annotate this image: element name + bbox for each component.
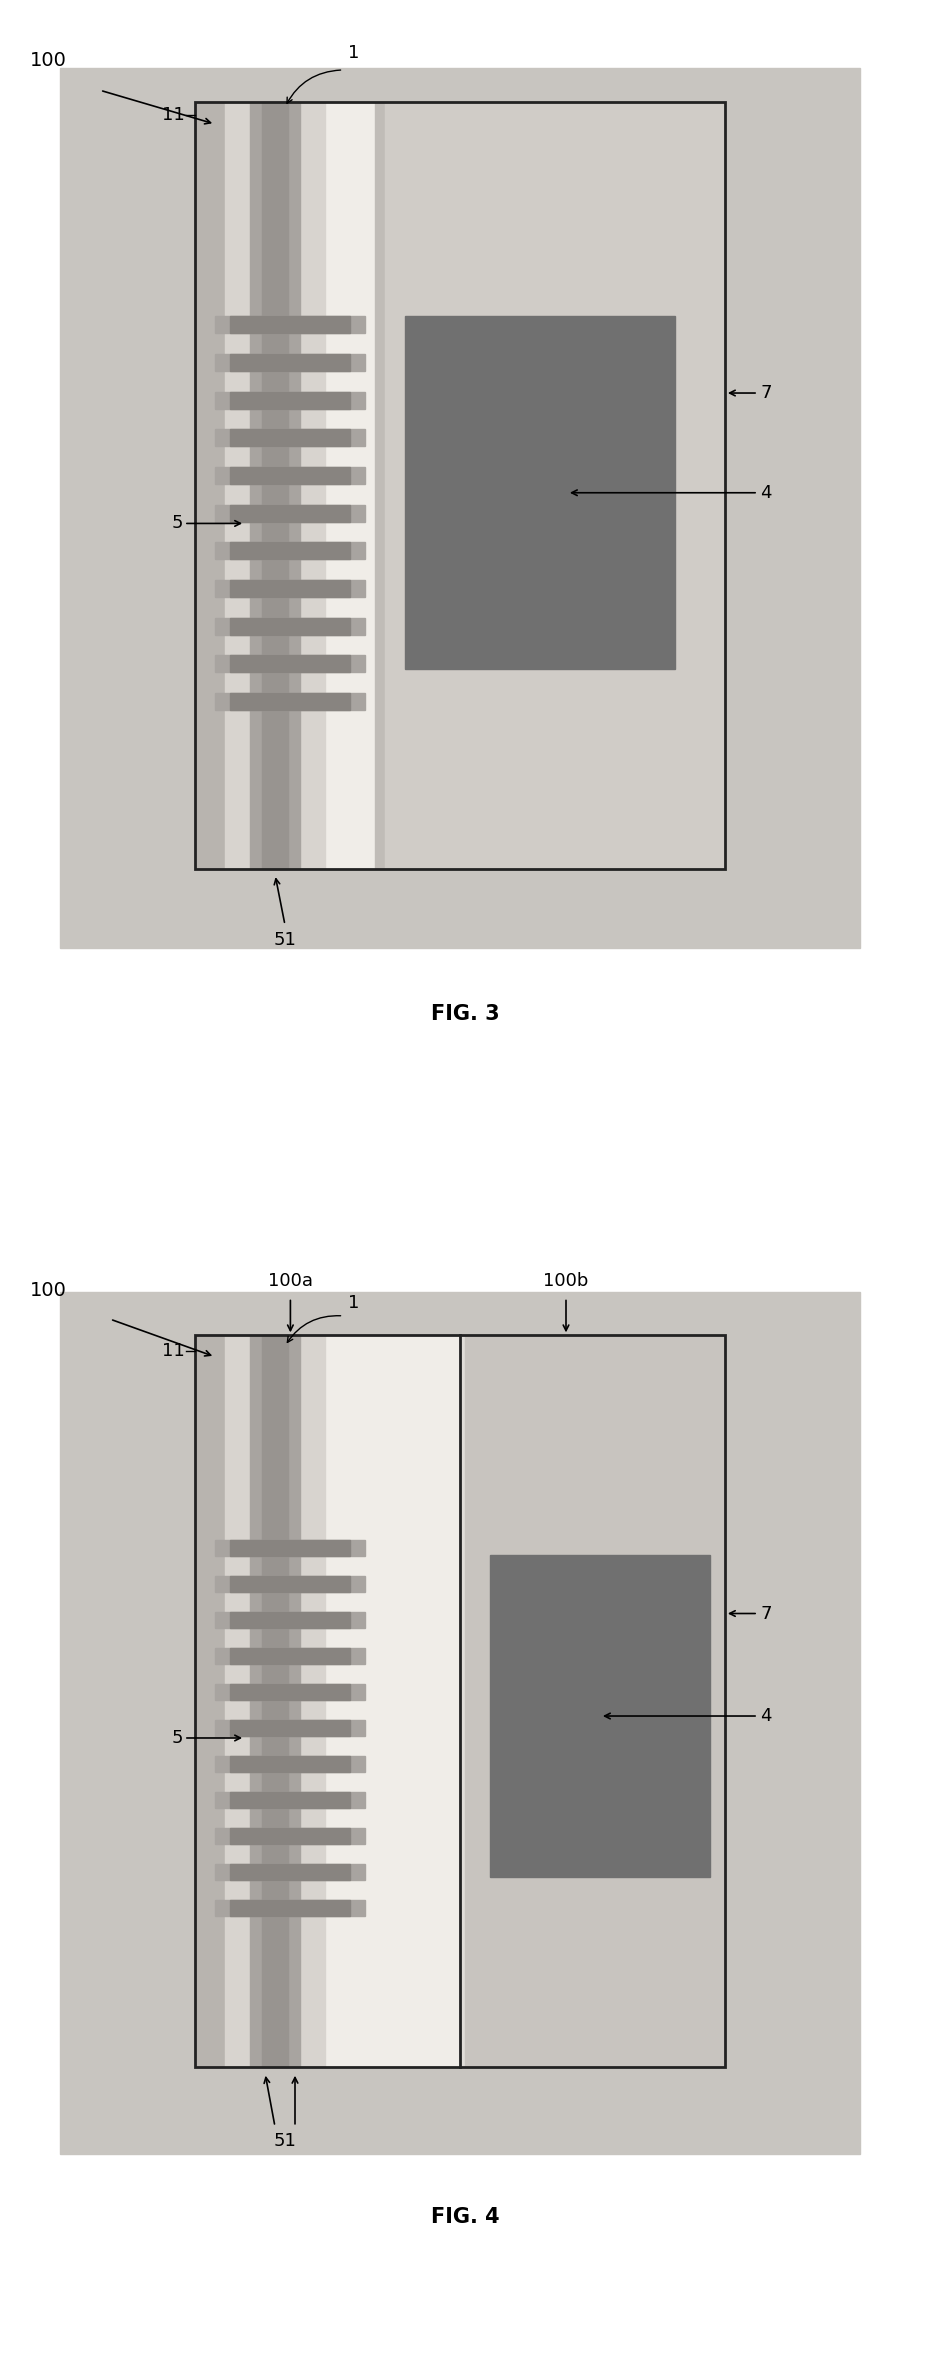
Text: 100: 100 xyxy=(30,1282,67,1301)
Bar xyxy=(215,505,365,521)
Bar xyxy=(230,580,350,597)
Text: 100b: 100b xyxy=(544,1272,588,1291)
Text: 51: 51 xyxy=(274,2132,296,2151)
Text: 4: 4 xyxy=(760,1708,772,1725)
Text: 11: 11 xyxy=(162,107,185,123)
Bar xyxy=(215,1613,365,1628)
Text: 5: 5 xyxy=(171,1729,183,1746)
Bar xyxy=(230,656,350,673)
Text: 5: 5 xyxy=(171,514,183,533)
Text: 7: 7 xyxy=(760,1604,772,1623)
Bar xyxy=(230,1755,350,1772)
Bar xyxy=(230,1613,350,1628)
Text: 4: 4 xyxy=(760,483,772,502)
Bar xyxy=(215,656,365,673)
Bar xyxy=(215,1900,365,1917)
Bar xyxy=(230,1720,350,1736)
Bar xyxy=(195,102,725,869)
Bar xyxy=(230,317,350,334)
Bar xyxy=(215,580,365,597)
Bar xyxy=(460,1336,725,2068)
Bar xyxy=(215,317,365,334)
Bar xyxy=(195,1336,225,2068)
Bar xyxy=(215,429,365,445)
Bar xyxy=(215,1791,365,1808)
Bar xyxy=(195,102,225,869)
Text: FIG. 4: FIG. 4 xyxy=(431,2208,499,2227)
Bar xyxy=(230,1649,350,1665)
Bar xyxy=(230,1829,350,1843)
Text: 1: 1 xyxy=(348,1293,359,1312)
Bar xyxy=(230,353,350,372)
Bar xyxy=(195,1336,725,2068)
Bar xyxy=(225,1336,325,2068)
Bar xyxy=(215,467,365,483)
Bar xyxy=(230,505,350,521)
Text: 100: 100 xyxy=(30,50,67,69)
Bar xyxy=(230,1900,350,1917)
Bar xyxy=(262,102,288,869)
Bar xyxy=(230,391,350,407)
Bar xyxy=(230,1540,350,1556)
Bar xyxy=(490,1554,710,1876)
Bar xyxy=(215,1649,365,1665)
Bar xyxy=(230,1575,350,1592)
Bar xyxy=(215,1829,365,1843)
Bar xyxy=(215,618,365,635)
Bar xyxy=(465,1336,725,2068)
Bar xyxy=(230,618,350,635)
Bar xyxy=(250,102,300,869)
Text: 11: 11 xyxy=(162,1343,185,1360)
Text: 1: 1 xyxy=(348,45,359,62)
Bar xyxy=(215,1575,365,1592)
Bar xyxy=(195,102,725,869)
Bar xyxy=(250,1336,300,2068)
Bar xyxy=(230,1791,350,1808)
Bar xyxy=(215,1684,365,1701)
Bar xyxy=(215,1720,365,1736)
Bar xyxy=(405,317,675,668)
Bar xyxy=(385,102,725,869)
Bar xyxy=(230,467,350,483)
Bar xyxy=(230,1684,350,1701)
Bar xyxy=(195,1336,725,2068)
Text: 100a: 100a xyxy=(268,1272,313,1291)
Bar xyxy=(215,692,365,711)
Bar xyxy=(60,69,860,948)
Bar xyxy=(230,1864,350,1881)
Bar xyxy=(230,543,350,559)
Bar xyxy=(215,1540,365,1556)
Text: 51: 51 xyxy=(274,931,296,948)
Text: 7: 7 xyxy=(760,384,772,403)
Bar xyxy=(230,429,350,445)
Bar xyxy=(215,543,365,559)
Bar xyxy=(262,1336,288,2068)
Bar xyxy=(215,353,365,372)
Bar xyxy=(60,1291,860,2153)
Bar xyxy=(215,1755,365,1772)
Bar xyxy=(375,102,725,869)
Bar xyxy=(215,1864,365,1881)
Text: FIG. 3: FIG. 3 xyxy=(431,1004,499,1023)
Bar xyxy=(215,391,365,407)
Bar xyxy=(230,692,350,711)
Bar xyxy=(225,102,325,869)
